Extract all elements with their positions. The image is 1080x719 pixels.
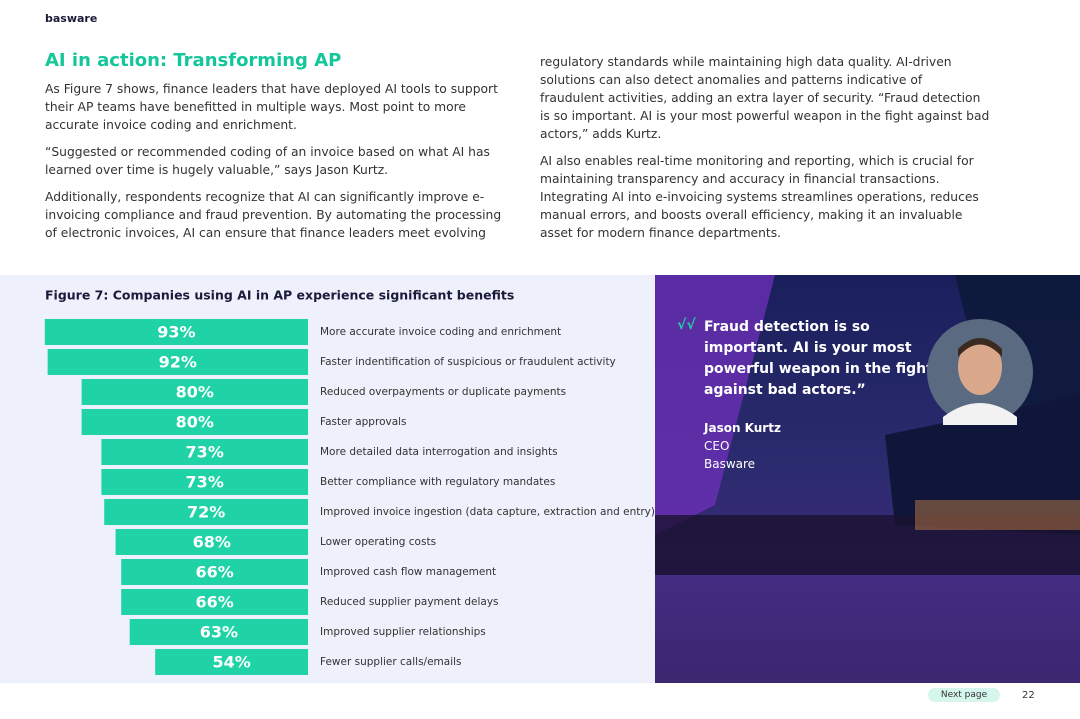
value-label: 92% (159, 353, 197, 372)
category-label: Reduced overpayments or duplicate paymen… (320, 386, 566, 398)
quote-mark: √√ (677, 317, 696, 333)
next-page[interactable]: Next page (928, 688, 1000, 702)
bar (47, 349, 308, 375)
paragraph: “Suggested or recommended coding of an i… (45, 145, 490, 177)
chart-panel: Figure 7: Companies using AI in AP exper… (0, 275, 655, 683)
page-number: 22 (1022, 690, 1035, 701)
value-label: 68% (193, 533, 231, 552)
category-label: More accurate invoice coding and enrichm… (320, 326, 561, 338)
category-label: Lower operating costs (320, 536, 436, 548)
value-label: 73% (186, 473, 224, 492)
right-column: regulatory standards while maintaining h… (540, 53, 990, 251)
chart: Figure 7: Companies using AI in AP exper… (44, 288, 655, 675)
bar (44, 319, 309, 345)
section-title: AI in action: Transforming AP (45, 50, 342, 71)
background-art (655, 275, 1080, 683)
bar (121, 589, 308, 615)
category-label: Improved invoice ingestion (data capture… (320, 506, 655, 518)
chart-title: Figure 7: Companies using AI in AP exper… (45, 288, 514, 303)
paragraph: AI also enables real-time monitoring and… (540, 154, 979, 240)
paragraph: Additionally, respondents recognize that… (45, 190, 502, 240)
category-label: Improved supplier relationships (320, 626, 486, 638)
category-label: More detailed data interrogation and ins… (320, 446, 558, 458)
bar (129, 619, 308, 645)
category-label: Better compliance with regulatory mandat… (320, 476, 555, 488)
bar (115, 529, 308, 555)
quote-panel: √√ Fraud detection is so important. AI i… (655, 275, 1080, 683)
value-label: 66% (195, 563, 233, 582)
value-label: 80% (176, 413, 214, 432)
bar (101, 439, 308, 465)
value-label: 80% (176, 383, 214, 402)
value-label: 93% (157, 323, 195, 342)
value-label: 66% (195, 593, 233, 612)
quote-company: Basware (704, 457, 756, 471)
category-label: Improved cash flow management (320, 566, 496, 578)
paragraph: As Figure 7 shows, finance leaders that … (45, 82, 498, 132)
value-label: 73% (186, 443, 224, 462)
category-label: Fewer supplier calls/emails (320, 656, 462, 668)
logo: basware (45, 12, 98, 25)
bar (155, 649, 308, 675)
bar (121, 559, 308, 585)
quote-name: Jason Kurtz (704, 421, 781, 435)
category-label: Faster approvals (320, 416, 407, 428)
value-label: 63% (200, 623, 238, 642)
portrait (927, 319, 1033, 425)
bar (104, 499, 309, 525)
bar (81, 379, 308, 405)
category-label: Reduced supplier payment delays (320, 596, 499, 608)
bar (101, 469, 308, 495)
bar (81, 409, 308, 435)
value-label: 54% (212, 653, 250, 672)
paragraph: regulatory standards while maintaining h… (540, 55, 990, 141)
left-column: As Figure 7 shows, finance leaders that … (45, 80, 505, 251)
value-label: 72% (187, 503, 225, 522)
category-label: Faster indentification of suspicious or … (320, 356, 616, 368)
quote-text: Fraud detection is so important. AI is y… (704, 319, 933, 398)
quote-role: CEO (704, 439, 730, 453)
